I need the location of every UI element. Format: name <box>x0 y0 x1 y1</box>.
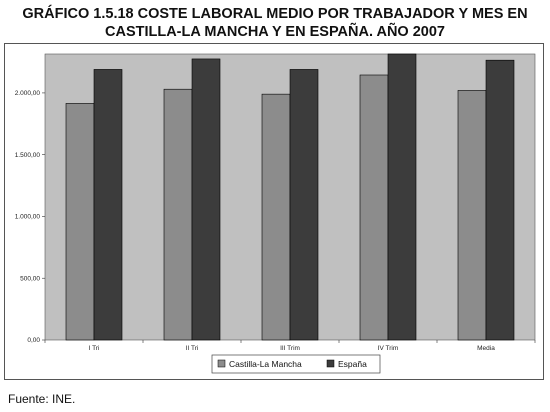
legend-swatch-espana <box>326 359 335 368</box>
x-axis: I Tri II Tri III Trim IV Trim Media <box>44 340 536 352</box>
legend-swatch-castilla-la-mancha <box>217 359 226 368</box>
bar-castilla-la-mancha <box>359 74 389 341</box>
y-axis: 0,00 500,00 1.000,00 1.500,00 2.000,00 <box>15 90 45 344</box>
bar-espana <box>191 58 221 341</box>
y-tick-label: 2.000,00 <box>15 90 41 97</box>
x-tick-label: III Trim <box>280 345 300 352</box>
chart-title: GRÁFICO 1.5.18 COSTE LABORAL MEDIO POR T… <box>0 5 550 41</box>
x-tick-label: I Tri <box>89 345 100 352</box>
y-tick-label: 1.500,00 <box>15 152 41 159</box>
bar-espana <box>93 69 123 341</box>
y-tick-label: 0,00 <box>27 337 40 344</box>
legend-label-espana: España <box>338 359 367 369</box>
bar-castilla-la-mancha <box>261 93 291 341</box>
bar-castilla-la-mancha <box>163 88 193 341</box>
chart-title-line-1: GRÁFICO 1.5.18 COSTE LABORAL MEDIO POR T… <box>22 6 528 22</box>
legend: Castilla-La Mancha España <box>211 354 381 374</box>
legend-label-castilla-la-mancha: Castilla-La Mancha <box>229 359 302 369</box>
bar-espana <box>289 69 319 341</box>
bar-castilla-la-mancha <box>65 103 95 341</box>
x-tick-label: IV Trim <box>378 345 399 352</box>
x-tick-label: Media <box>477 345 495 352</box>
chart-title-line-2: CASTILLA-LA MANCHA Y EN ESPAÑA. AÑO 2007 <box>105 24 445 40</box>
bar-castilla-la-mancha <box>457 90 487 341</box>
bars <box>65 53 515 341</box>
bar-espana <box>387 53 417 341</box>
legend-box <box>211 354 381 374</box>
bar-espana <box>485 59 515 341</box>
source-note: Fuente: INE. <box>8 392 76 406</box>
y-tick-label: 500,00 <box>20 275 40 282</box>
y-tick-label: 1.000,00 <box>15 214 41 221</box>
x-tick-label: II Tri <box>186 345 199 352</box>
